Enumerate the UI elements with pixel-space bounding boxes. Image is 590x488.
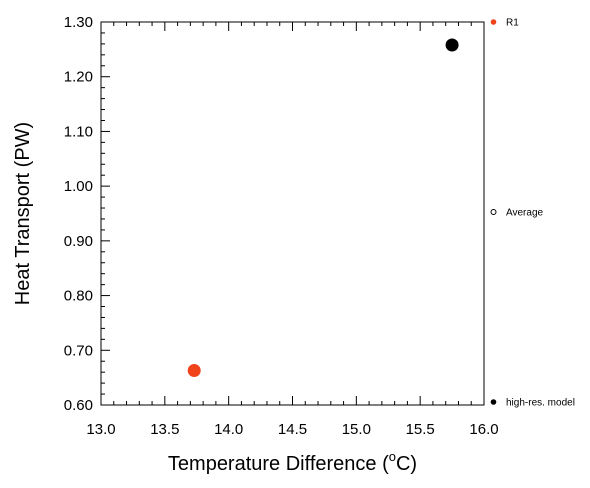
y-tick-label: 1.20: [64, 69, 93, 86]
legend-marker-open: [490, 209, 497, 215]
x-tick-label: 16.0: [469, 421, 498, 438]
x-axis-title-superscript: o: [389, 449, 396, 464]
y-tick-label: 0.60: [64, 397, 93, 414]
data-point: [445, 38, 459, 52]
data-point: [187, 364, 201, 378]
y-tick-label: 1.30: [64, 14, 93, 31]
x-axis-title: Temperature Difference (oC): [168, 449, 417, 475]
legend: R1 Average high-res. model: [490, 18, 575, 409]
legend-label: high-res. model: [506, 398, 575, 409]
x-tick-label: 15.5: [406, 421, 435, 438]
x-tick-label: 13.0: [86, 421, 115, 438]
y-axis-title: Heat Transport (PW): [12, 122, 34, 305]
x-tick-label: 14.5: [278, 421, 307, 438]
y-tick-label: 0.80: [64, 288, 93, 305]
x-tick-label: 14.0: [214, 421, 243, 438]
y-tick-label: 1.10: [64, 123, 93, 140]
legend-marker: [490, 399, 497, 405]
plot-frame: [100, 21, 485, 406]
x-tick-label: 15.0: [342, 421, 371, 438]
y-tick-label: 1.00: [64, 178, 93, 195]
data-points: [187, 38, 459, 378]
legend-label: R1: [506, 18, 519, 29]
y-tick-label: 0.90: [64, 233, 93, 250]
axes: 13.0 13.5 14.0 14.5 15.0 15.5 16.0 0.60 0.70 0.80…: [64, 14, 499, 438]
x-tick-label: 13.5: [150, 421, 179, 438]
y-tick-label: 0.70: [64, 342, 93, 359]
x-axis-title-main: Temperature Difference (: [168, 453, 389, 475]
legend-label: Average: [506, 208, 544, 219]
legend-marker: [490, 19, 497, 25]
x-axis-title-tail: C): [396, 453, 417, 475]
